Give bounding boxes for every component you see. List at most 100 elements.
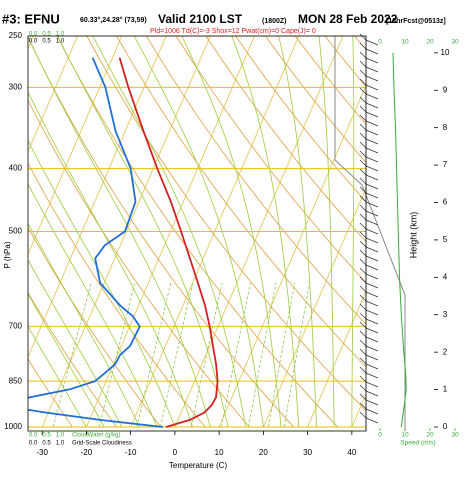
barb-feather <box>359 51 367 59</box>
speed-tick-label-top: 10 <box>401 39 409 46</box>
barb-feather <box>359 186 367 194</box>
subtitle: Pld=1006 Td(C)=-3 Shox=12 Pwat(cm)=0 Cap… <box>150 28 316 35</box>
height-tick-label: 5 <box>443 235 448 244</box>
barb <box>365 318 379 325</box>
cloud-tick-label: 0.5 <box>42 433 51 439</box>
barb-feather <box>359 159 367 167</box>
barb <box>365 390 379 397</box>
barb-feather <box>359 348 367 356</box>
barb-feather <box>359 231 367 239</box>
barb <box>365 399 379 406</box>
barb-feather <box>359 150 367 158</box>
dry-adiabat <box>86 36 366 412</box>
dry-adiabat <box>265 36 366 164</box>
barb <box>365 129 379 136</box>
height-tick-label: 1 <box>443 385 448 394</box>
barb-feather <box>359 411 367 419</box>
cloud-tick-label: 0.0 <box>29 441 38 447</box>
speed-tick-label-bottom: 10 <box>401 432 409 439</box>
barb-feather <box>359 204 367 212</box>
isotherm-grid-line <box>307 290 366 428</box>
x-tick-label: -10 <box>125 448 137 457</box>
barb <box>365 138 379 145</box>
mixing-ratio-line <box>136 282 172 428</box>
barb-feather <box>359 294 367 302</box>
valid-time: Valid 2100 LST <box>158 12 243 26</box>
barb <box>365 48 379 55</box>
barb <box>365 84 379 91</box>
dry-adiabat <box>28 291 118 428</box>
profile-line <box>28 57 164 428</box>
date: MON 28 Feb 2022 <box>298 12 398 26</box>
moist-adiabat <box>28 91 193 428</box>
barb-feather <box>359 69 367 77</box>
barb <box>365 417 379 424</box>
barb <box>365 381 379 388</box>
speed-tick-label-top: 0 <box>378 39 382 46</box>
x-tick-label: -30 <box>36 448 48 457</box>
dry-adiabat <box>235 36 366 203</box>
moist-adiabat <box>28 36 211 428</box>
barb-feather <box>359 402 367 410</box>
moist-adiabat <box>231 36 300 428</box>
barb <box>365 57 379 64</box>
barb-feather <box>359 222 367 230</box>
barb <box>365 147 379 154</box>
speed-tick-label-bottom: 20 <box>426 432 434 439</box>
barb <box>365 372 379 379</box>
moist-adiabat <box>28 139 176 428</box>
barb <box>365 66 379 73</box>
y-tick-label: 500 <box>9 227 23 236</box>
y-tick-label: 400 <box>9 164 23 173</box>
x-tick-label: 20 <box>259 448 268 457</box>
barb <box>365 201 379 208</box>
barb-feather <box>359 177 367 185</box>
barb <box>365 237 379 244</box>
x-tick-label: 0 <box>173 448 178 457</box>
dry-adiabat <box>205 36 366 243</box>
barb-feather <box>359 96 367 104</box>
barb <box>365 363 379 370</box>
moist-adiabat <box>28 183 158 428</box>
height-tick-label: 9 <box>443 85 448 94</box>
dry-adiabat <box>56 36 339 428</box>
barb <box>365 39 379 46</box>
moist-adiabat <box>181 36 282 428</box>
utc-time: (1800Z) <box>262 18 287 25</box>
barb <box>365 291 379 298</box>
height-tick-label: 2 <box>443 347 448 356</box>
x-tick-label: -20 <box>81 448 93 457</box>
height-tick-label: 0 <box>443 422 448 431</box>
barb <box>365 219 379 226</box>
x-axis-label: Temperature (C) <box>169 461 228 470</box>
barb <box>365 210 379 217</box>
cloudwater-label: CloudWater (g/kg) <box>72 433 120 439</box>
mixing-ratio-line <box>283 282 310 428</box>
dry-adiabat <box>116 36 366 368</box>
y-tick-label: 700 <box>9 322 23 331</box>
cloud-tick-label: 0.0 <box>29 39 38 45</box>
x-tick-label: 10 <box>215 448 224 457</box>
barb <box>365 264 379 271</box>
moist-adiabat <box>28 259 123 428</box>
cloud-tick-label: 0.0 <box>29 32 38 38</box>
moist-adiabat <box>318 36 335 427</box>
dry-adiabat <box>146 36 366 325</box>
barb <box>365 354 379 361</box>
location: 60.33°,24.28° (73,59) <box>80 16 147 24</box>
dry-adiabat <box>28 358 73 428</box>
moist-adiabat <box>92 36 247 428</box>
barb <box>365 345 379 352</box>
y-tick-label: 850 <box>9 376 23 385</box>
speed-tick-label-bottom: 30 <box>451 432 459 439</box>
height-tick-label: 6 <box>443 198 448 207</box>
isotherm <box>28 36 78 153</box>
y-tick-label: 1000 <box>4 422 22 431</box>
cloud-tick-label: 1.0 <box>56 32 65 38</box>
barb <box>365 93 379 100</box>
barb-feather <box>359 366 367 374</box>
barb <box>365 255 379 262</box>
barb <box>365 174 379 181</box>
